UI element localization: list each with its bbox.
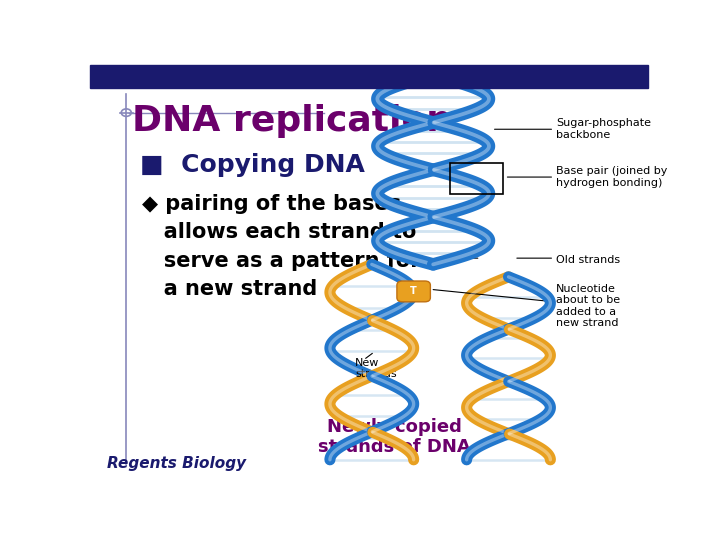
Bar <box>90 65 648 87</box>
Text: Base pair (joined by
hydrogen bonding): Base pair (joined by hydrogen bonding) <box>556 166 667 188</box>
Text: ■  Copying DNA: ■ Copying DNA <box>140 153 365 177</box>
Text: serve as a pattern for: serve as a pattern for <box>142 251 420 271</box>
Text: Nucleotide
about to be
added to a
new strand: Nucleotide about to be added to a new st… <box>556 284 620 328</box>
Text: T: T <box>410 286 417 296</box>
Text: a new strand: a new strand <box>142 279 317 299</box>
Text: New
strands: New strands <box>355 357 397 379</box>
Text: DNA replication: DNA replication <box>132 104 452 138</box>
Text: Sugar-phosphate
backbone: Sugar-phosphate backbone <box>556 118 651 140</box>
Text: Newly copied
strands of DNA: Newly copied strands of DNA <box>318 417 470 456</box>
Text: Old strands: Old strands <box>556 255 620 265</box>
Text: allows each strand to: allows each strand to <box>142 222 416 242</box>
Text: Regents Biology: Regents Biology <box>107 456 246 471</box>
FancyBboxPatch shape <box>397 281 431 302</box>
Bar <box>450 163 503 194</box>
Text: ◆ pairing of the bases: ◆ pairing of the bases <box>142 194 401 214</box>
